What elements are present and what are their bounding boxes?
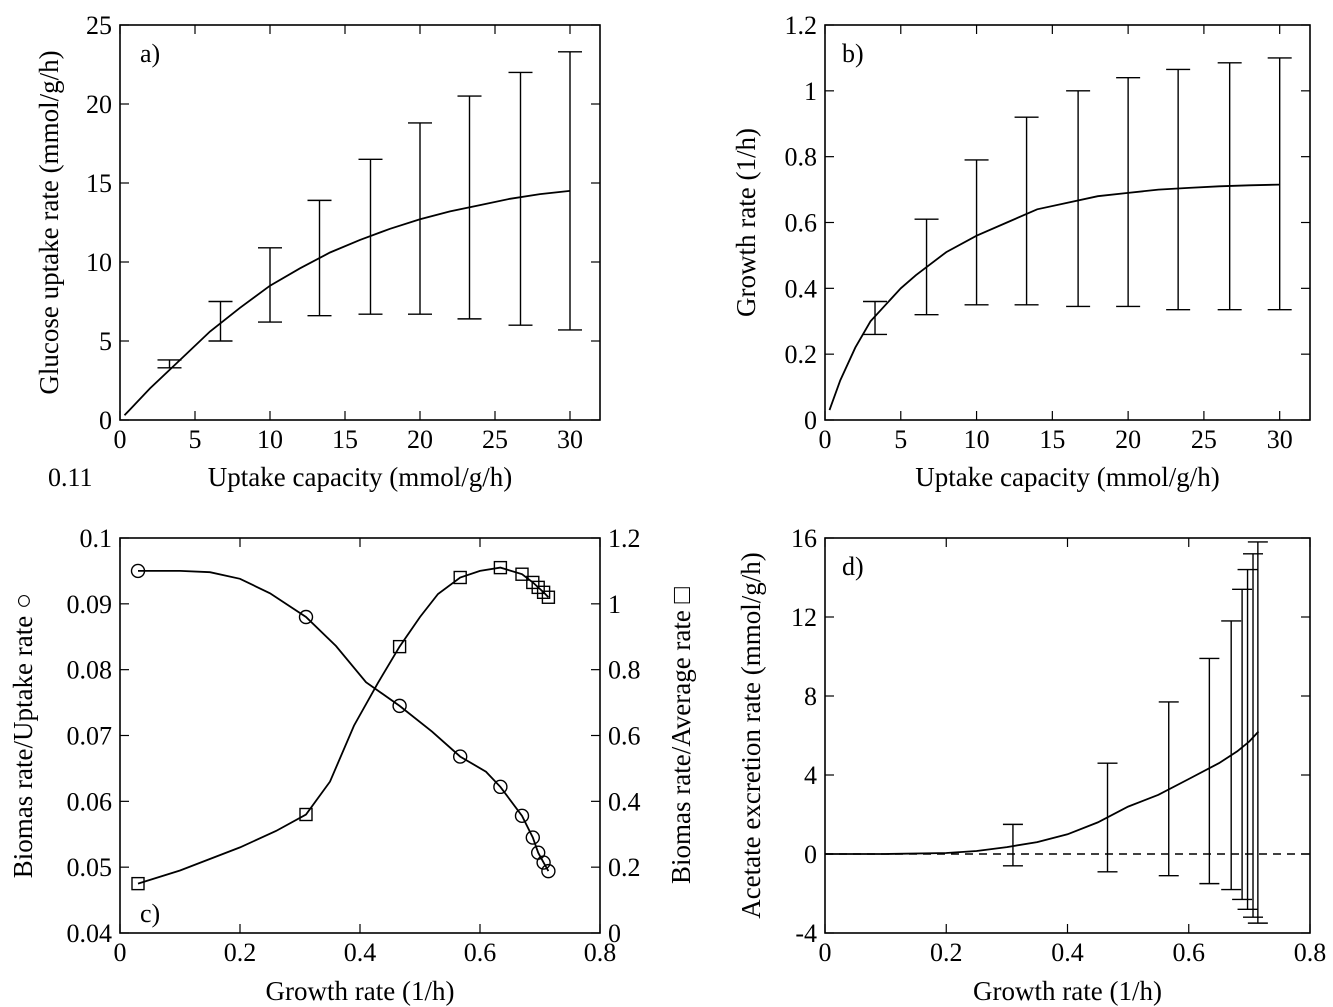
x-axis-label: Growth rate (1/h) (973, 976, 1162, 1006)
panel-b-label: b) (842, 39, 864, 68)
square-marker (453, 570, 467, 585)
y-tick-label: 0 (804, 840, 817, 869)
x-tick-label: 10 (964, 425, 990, 454)
panel-c-label: c) (140, 899, 160, 928)
x-tick-label: 25 (482, 425, 508, 454)
x-tick-label: 10 (257, 425, 283, 454)
y-right-axis-label: Biomas rate/Average rate □ (666, 586, 696, 884)
y-tick-label: 20 (86, 90, 112, 119)
y-tick-label: 0 (804, 406, 817, 435)
panel-d-label: d) (842, 552, 864, 581)
x-tick-label: 0 (819, 425, 832, 454)
y-tick-label: 16 (791, 524, 817, 553)
y-tick-label: 1 (804, 77, 817, 106)
glucose-uptake-curve (123, 190, 571, 416)
y-tick-label: 0.8 (785, 143, 818, 172)
x-tick-label: 5 (894, 425, 907, 454)
y-tick-label: 10 (86, 248, 112, 277)
uptake-ratio-curve (138, 570, 550, 872)
y-axis-label: Growth rate (1/h) (731, 128, 761, 317)
y-right-tick-label: 0.8 (608, 656, 641, 685)
square-marker (392, 639, 407, 654)
x-axis-label: Uptake capacity (mmol/g/h) (208, 462, 512, 492)
y-right-tick-label: 0 (608, 919, 621, 948)
square-marker (299, 807, 313, 822)
y-tick-label: 0.1 (80, 524, 113, 553)
x-tick-label: 30 (557, 425, 583, 454)
y-tick-label: 1.2 (785, 11, 818, 40)
x-tick-label: 25 (1191, 425, 1217, 454)
x-tick-label: 15 (332, 425, 358, 454)
circle-marker (298, 609, 314, 625)
y-right-tick-label: 0.6 (608, 722, 641, 751)
y-tick-label: 0.07 (67, 722, 113, 751)
square-marker (515, 567, 529, 581)
y-tick-label: 0.05 (67, 853, 113, 882)
panel-a-label: a) (140, 39, 160, 68)
x-tick-label: 15 (1039, 425, 1065, 454)
x-tick-label: 0.8 (1294, 938, 1327, 967)
y-axis-label: Glucose uptake rate (mmol/g/h) (34, 50, 64, 394)
circle-marker (493, 779, 508, 795)
y-axis-label: Biomas rate/Uptake rate ○ (8, 593, 38, 878)
x-tick-label: 0.6 (464, 938, 497, 967)
x-tick-label: 30 (1267, 425, 1293, 454)
circle-marker (130, 563, 146, 579)
panel-d-frame (824, 537, 1311, 934)
x-tick-label: 0 (819, 938, 832, 967)
y-right-tick-label: 1.2 (608, 524, 641, 553)
average-ratio-curve (137, 566, 550, 885)
x-tick-label: 20 (407, 425, 433, 454)
x-tick-label: 20 (1115, 425, 1141, 454)
y-right-tick-label: 1 (608, 590, 621, 619)
y-tick-label: 15 (86, 169, 112, 198)
y-tick-label: 0.4 (785, 274, 818, 303)
x-axis-label: Growth rate (1/h) (266, 976, 455, 1006)
x-tick-label: 0.2 (224, 938, 257, 967)
y-tick-label: 12 (791, 603, 817, 632)
growth-rate-curve (828, 183, 1280, 411)
x-tick-label: 0.8 (584, 938, 617, 967)
circle-marker (525, 830, 540, 845)
y-tick-label: 0.08 (67, 656, 113, 685)
y-tick-label: 0.04 (67, 919, 113, 948)
x-tick-label: 0.4 (344, 938, 377, 967)
square-marker (131, 876, 145, 891)
circle-marker (514, 808, 530, 824)
circle-marker (541, 863, 556, 879)
square-marker (536, 585, 551, 600)
x-tick-label: 0.4 (1051, 938, 1084, 967)
y-tick-label: 25 (86, 11, 112, 40)
acetate-excretion-curve (825, 730, 1260, 855)
y-tick-label: 0.2 (785, 340, 818, 369)
y-right-tick-label: 0.2 (608, 853, 641, 882)
x-tick-label: 0.6 (1173, 938, 1206, 967)
y-tick-label: 8 (804, 682, 817, 711)
y-tick-label: 0 (99, 406, 112, 435)
circle-marker (536, 855, 551, 870)
y-right-tick-label: 0.4 (608, 787, 641, 816)
panel-a-frame (119, 24, 601, 421)
circle-marker (392, 698, 407, 714)
x-tick-label: 0.2 (930, 938, 963, 967)
y-axis-label: Acetate excretion rate (mmol/g/h) (736, 552, 766, 919)
panel-a-extra-label: 0.11 (48, 463, 93, 492)
y-tick-label: 5 (99, 327, 112, 356)
y-tick-label: -4 (795, 919, 817, 948)
square-marker (493, 560, 508, 575)
y-tick-label: 4 (804, 761, 817, 790)
panel-b-frame (824, 24, 1311, 421)
square-marker (541, 590, 556, 604)
x-axis-label: Uptake capacity (mmol/g/h) (915, 462, 1219, 492)
x-tick-label: 5 (189, 425, 202, 454)
y-tick-label: 0.09 (67, 590, 113, 619)
y-tick-label: 0.6 (785, 209, 818, 238)
circle-marker (453, 749, 468, 764)
x-tick-label: 0 (114, 938, 127, 967)
y-tick-label: 0.06 (67, 787, 113, 816)
panel-c-frame (119, 537, 601, 934)
x-tick-label: 0 (114, 425, 127, 454)
